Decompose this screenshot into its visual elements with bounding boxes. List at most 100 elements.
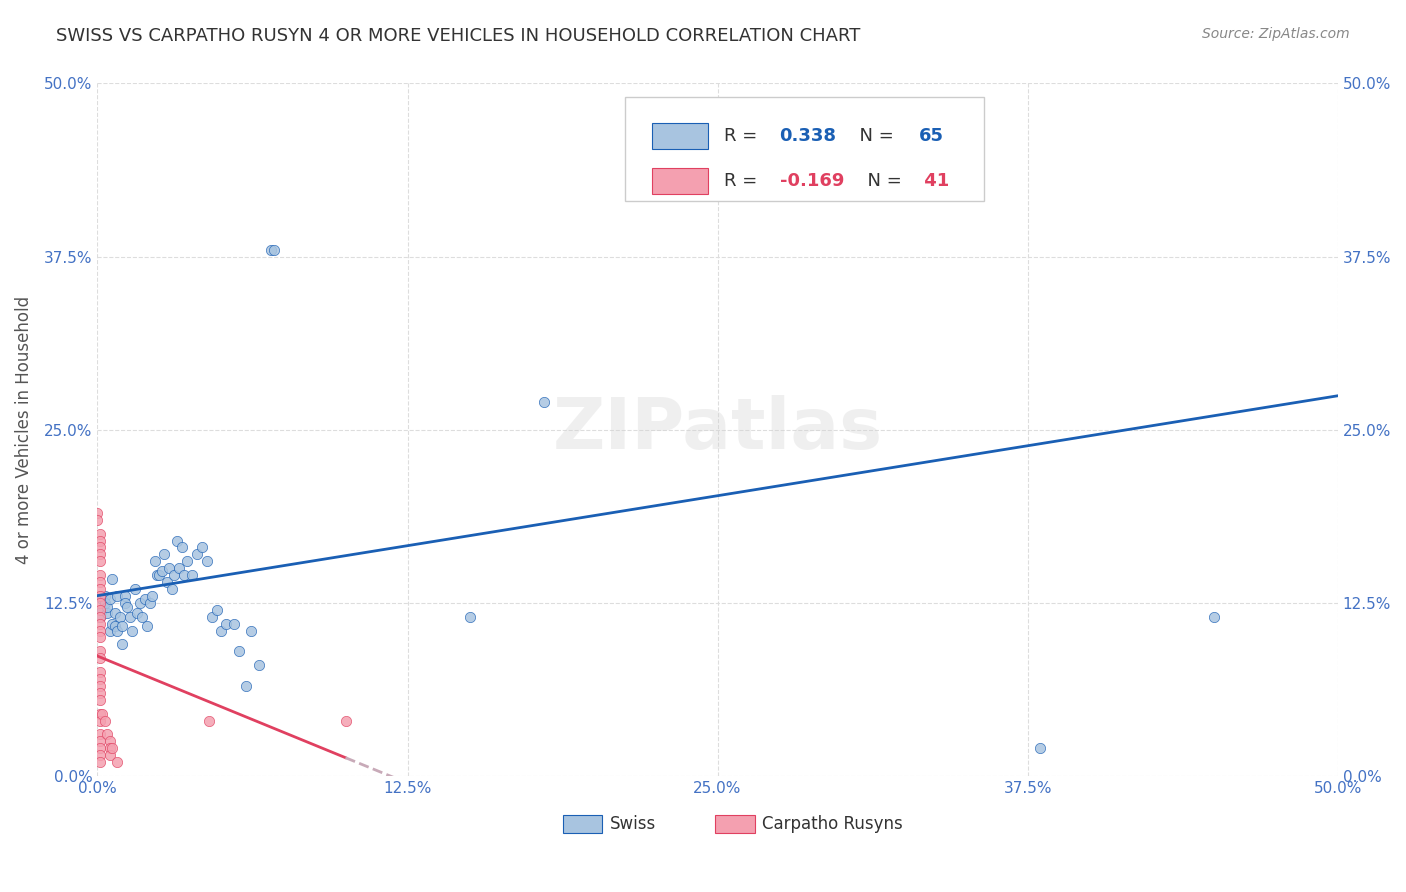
Text: R =: R = [724, 127, 763, 145]
Point [101, 572, 124, 586]
Point [98, 748, 121, 763]
Text: R =: R = [724, 172, 763, 190]
Point [115, 600, 138, 615]
Point [146, 568, 169, 582]
Point [111, 619, 134, 633]
FancyBboxPatch shape [624, 97, 984, 202]
FancyBboxPatch shape [652, 123, 707, 149]
Point [118, 609, 141, 624]
Point [195, 554, 218, 568]
Point [105, 624, 128, 638]
Point [89, 541, 111, 555]
Point [235, 679, 257, 693]
Point [89, 609, 111, 624]
Point [89, 603, 111, 617]
Point [98, 591, 121, 606]
Point [89, 706, 111, 721]
Y-axis label: 4 or more Vehicles in Household: 4 or more Vehicles in Household [15, 295, 32, 564]
Point [706, 145, 728, 160]
Point [111, 637, 134, 651]
Point [108, 609, 131, 624]
Point [247, 658, 270, 673]
Point [86, 506, 108, 520]
Point [89, 672, 111, 686]
Point [104, 606, 127, 620]
Point [89, 748, 111, 763]
Point [335, 714, 357, 728]
Point [533, 395, 555, 409]
Point [89, 693, 111, 707]
Point [114, 596, 136, 610]
Point [170, 541, 193, 555]
Point [205, 603, 228, 617]
Point [157, 561, 180, 575]
Point [89, 554, 111, 568]
Point [260, 243, 283, 257]
Point [128, 596, 150, 610]
Point [211, 624, 233, 638]
Point [190, 541, 212, 555]
Point [143, 554, 166, 568]
Point [1202, 609, 1225, 624]
Point [163, 568, 186, 582]
Text: 0.338: 0.338 [779, 127, 837, 145]
Point [89, 609, 111, 624]
Point [121, 624, 143, 638]
Point [89, 741, 111, 756]
Point [89, 548, 111, 562]
Point [89, 755, 111, 769]
Point [114, 589, 136, 603]
Point [89, 644, 111, 658]
Text: ZIPatlas: ZIPatlas [553, 395, 883, 464]
FancyBboxPatch shape [652, 168, 707, 194]
Point [156, 575, 179, 590]
Point [458, 609, 481, 624]
Point [89, 734, 111, 748]
FancyBboxPatch shape [716, 814, 755, 833]
Point [89, 616, 111, 631]
Point [134, 591, 156, 606]
Point [780, 138, 803, 153]
Point [240, 624, 263, 638]
Text: SWISS VS CARPATHO RUSYN 4 OR MORE VEHICLES IN HOUSEHOLD CORRELATION CHART: SWISS VS CARPATHO RUSYN 4 OR MORE VEHICL… [56, 27, 860, 45]
Point [176, 554, 198, 568]
Text: -0.169: -0.169 [779, 172, 844, 190]
Point [186, 548, 208, 562]
Point [166, 533, 188, 548]
Point [101, 741, 124, 756]
Point [94, 714, 117, 728]
FancyBboxPatch shape [562, 814, 602, 833]
Point [91, 603, 114, 617]
Point [105, 755, 128, 769]
Point [169, 561, 191, 575]
Point [160, 582, 183, 596]
Point [89, 631, 111, 645]
Point [180, 568, 202, 582]
Point [200, 609, 222, 624]
Point [91, 591, 114, 606]
Point [89, 533, 111, 548]
Text: 65: 65 [918, 127, 943, 145]
Point [138, 596, 160, 610]
Point [263, 243, 285, 257]
Point [96, 727, 118, 741]
Point [131, 609, 153, 624]
Text: N =: N = [848, 127, 900, 145]
Point [148, 568, 170, 582]
Point [98, 741, 121, 756]
Point [89, 568, 111, 582]
Point [1029, 741, 1052, 756]
Point [98, 734, 121, 748]
Point [89, 596, 111, 610]
Point [89, 686, 111, 700]
Point [136, 619, 159, 633]
Point [104, 619, 127, 633]
Point [222, 616, 245, 631]
Point [96, 606, 118, 620]
Point [94, 596, 117, 610]
Point [141, 589, 163, 603]
Point [228, 644, 250, 658]
Point [124, 582, 146, 596]
Point [94, 589, 117, 603]
Point [89, 714, 111, 728]
